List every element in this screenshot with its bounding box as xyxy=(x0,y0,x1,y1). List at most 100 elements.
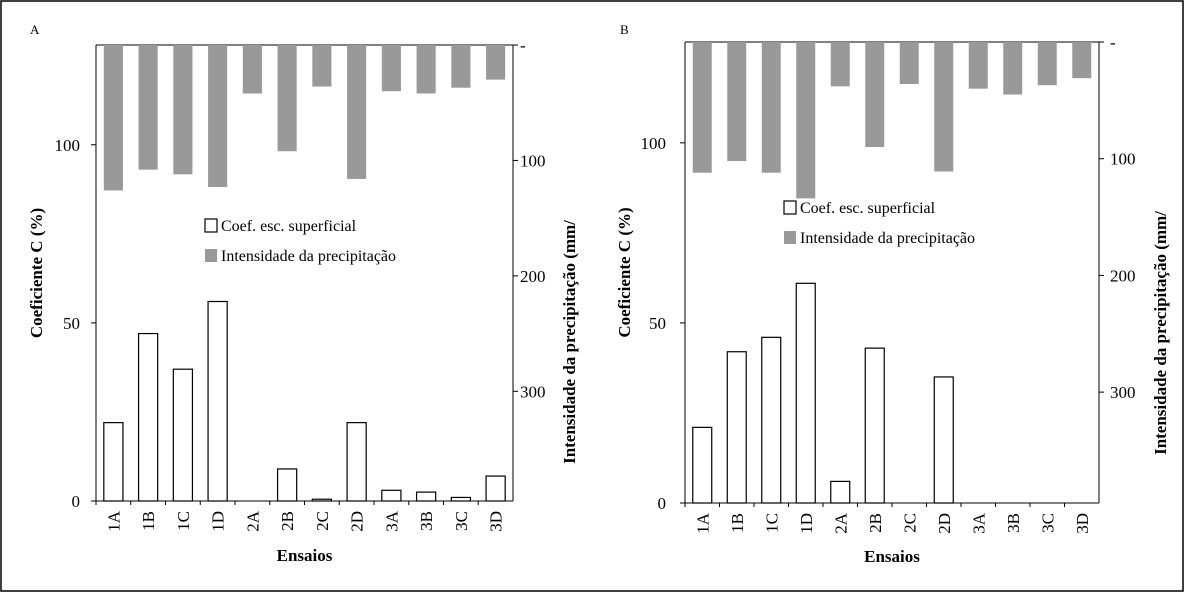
left-tick-label: 100 xyxy=(641,134,667,153)
precipitation-bar xyxy=(138,45,158,170)
precipitation-bar xyxy=(451,45,471,88)
right-axis-title: Intensidade da precipitação (mm/ xyxy=(1151,211,1170,455)
category-label: 2D xyxy=(348,511,367,532)
right-tick-label: 300 xyxy=(1110,383,1136,402)
right-tick-label: 100 xyxy=(1110,150,1136,169)
x-axis-title: Ensaios xyxy=(277,546,333,565)
category-label: 1B xyxy=(728,513,747,533)
legend-label-coefficient: Coef. esc. superficial xyxy=(221,218,357,235)
category-label: 2B xyxy=(866,513,885,533)
category-label: 2C xyxy=(313,511,332,531)
panel-label: A xyxy=(30,22,40,37)
left-tick-label: 50 xyxy=(63,314,80,333)
category-label: 1C xyxy=(174,511,193,531)
category-label: 1B xyxy=(139,511,158,531)
precipitation-bar xyxy=(865,42,885,148)
precipitation-bar xyxy=(277,45,297,152)
coefficient-bar xyxy=(830,480,851,504)
coefficient-bar xyxy=(207,300,228,502)
precipitation-bar xyxy=(173,45,193,175)
coefficient-bar xyxy=(346,422,367,502)
category-label: 1A xyxy=(104,510,123,532)
left-tick-label: 50 xyxy=(649,314,666,333)
coefficient-bar xyxy=(103,422,124,502)
right-tick-label: 200 xyxy=(1110,266,1136,285)
legend-label-coefficient: Coef. esc. superficial xyxy=(800,200,936,217)
precipitation-bar xyxy=(416,45,436,94)
precipitation-bar xyxy=(208,45,228,187)
coefficient-bar xyxy=(692,426,713,504)
right-tick-label: - xyxy=(520,36,526,55)
coefficient-bar xyxy=(485,475,506,502)
x-axis-title: Ensaios xyxy=(864,547,920,566)
category-label: 2C xyxy=(900,513,919,533)
coefficient-bar xyxy=(933,376,954,504)
precipitation-bar xyxy=(312,45,332,87)
category-label: 3D xyxy=(1073,513,1092,534)
precipitation-bar xyxy=(727,42,747,162)
category-label: 3C xyxy=(1038,513,1057,533)
panel-label: B xyxy=(620,22,629,37)
chart-panel-b: B 0 50 100 - 100 200 300 1A 1B 1C 1D 2A 2B 2C 2D 3A 3B 3C 3… xyxy=(615,22,1170,566)
precipitation-bar xyxy=(934,42,954,172)
precipitation-bar xyxy=(692,42,712,173)
legend-swatch-coefficient xyxy=(783,200,797,215)
right-tick-label: 300 xyxy=(520,382,546,401)
category-label: 3D xyxy=(487,511,506,532)
category-label: 1A xyxy=(693,512,712,534)
category-label: 3C xyxy=(452,511,471,531)
coefficient-bar xyxy=(311,498,333,502)
coefficient-bar xyxy=(450,496,472,502)
legend-label-precipitation: Intensidade da precipitação xyxy=(221,248,396,265)
precipitation-bar xyxy=(830,42,850,87)
coefficient-bar xyxy=(172,368,194,502)
precipitation-bar xyxy=(103,45,123,191)
coefficient-bar xyxy=(726,351,747,504)
coefficient-bar xyxy=(795,282,816,504)
right-tick-label: - xyxy=(1110,33,1116,52)
left-tick-label: 100 xyxy=(55,136,81,155)
precipitation-bar xyxy=(1003,42,1023,95)
category-label: 3A xyxy=(382,510,401,532)
precipitation-bar xyxy=(242,45,262,94)
precipitation-bar xyxy=(899,42,919,85)
legend-swatch-coefficient xyxy=(204,218,218,233)
category-label: 2A xyxy=(831,512,850,534)
left-tick-label: 0 xyxy=(72,492,81,511)
coefficient-bar xyxy=(761,336,782,504)
category-label: 3B xyxy=(1004,513,1023,533)
coefficient-bar xyxy=(415,491,437,502)
legend-label-precipitation: Intensidade da precipitação xyxy=(800,230,975,247)
coefficient-bar xyxy=(864,347,885,504)
precipitation-bar xyxy=(796,42,816,199)
precipitation-bar xyxy=(761,42,781,173)
legend-swatch-precipitation xyxy=(205,249,217,262)
category-label: 1D xyxy=(797,513,816,534)
precipitation-bar xyxy=(347,45,367,179)
coefficient-bar xyxy=(137,332,159,502)
category-label: 1D xyxy=(209,511,228,532)
category-label: 2D xyxy=(935,513,954,534)
precipitation-bar xyxy=(381,45,401,92)
coefficient-bar xyxy=(381,489,402,502)
right-tick-label: 200 xyxy=(520,267,546,286)
right-axis-title: Intensidade da precipitação (mm/ xyxy=(560,220,579,464)
category-label: 3B xyxy=(417,511,436,531)
left-axis-title: Coeficiente C (%) xyxy=(615,207,634,337)
category-label: 2A xyxy=(243,510,262,532)
category-label: 1C xyxy=(762,513,781,533)
coefficient-bar xyxy=(276,468,298,502)
precipitation-bar xyxy=(968,42,988,89)
category-label: 2B xyxy=(278,511,297,531)
left-axis-title: Coeficiente C (%) xyxy=(27,208,46,338)
legend-swatch-precipitation xyxy=(784,231,796,244)
precipitation-bar xyxy=(1072,42,1092,79)
category-label: 3A xyxy=(969,512,988,534)
right-tick-label: 100 xyxy=(520,151,546,170)
precipitation-bar xyxy=(1037,42,1057,86)
chart-panel-a: A 0 50 100 - 100 200 300 1A 1B 1C 1D 2A 2B 2C 2D 3A 3B 3C 3… xyxy=(27,22,579,565)
left-tick-label: 0 xyxy=(658,494,667,513)
precipitation-bar xyxy=(486,45,506,80)
